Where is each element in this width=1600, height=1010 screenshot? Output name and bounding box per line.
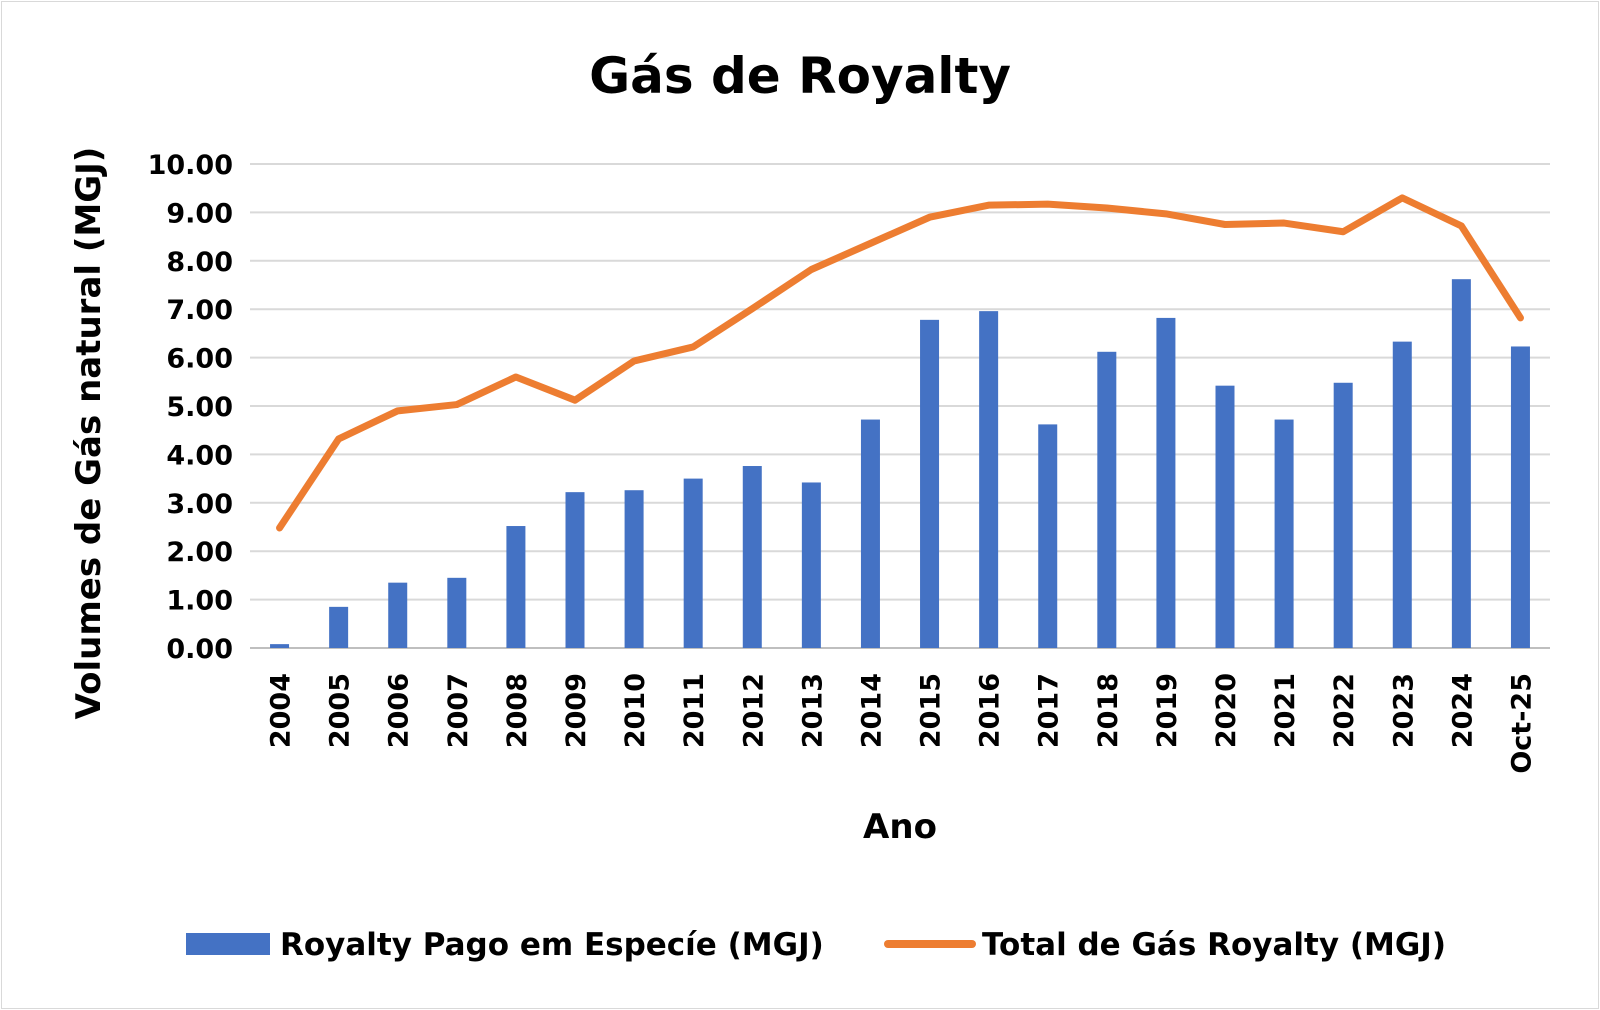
x-tick-label: 2011 (679, 673, 710, 748)
bar (801, 482, 821, 648)
x-tick-label: 2008 (502, 673, 533, 748)
gridlines (250, 163, 1550, 649)
x-tick-label: 2017 (1034, 673, 1065, 748)
y-tick-label: 7.00 (166, 295, 233, 326)
x-tick-label: 2021 (1270, 673, 1301, 748)
x-tick-label: 2016 (975, 673, 1006, 748)
x-tick-label: 2005 (325, 673, 356, 748)
line-point (986, 203, 991, 208)
legend: Royalty Pago em Especíe (MGJ) Total de G… (186, 927, 1446, 963)
line-point (1045, 202, 1050, 207)
x-tick-label: 2013 (797, 673, 828, 748)
line-point (691, 344, 696, 349)
line-point (1400, 195, 1405, 200)
x-tick-label: 2007 (443, 673, 474, 748)
line-point (454, 402, 459, 407)
y-tick-label: 5.00 (166, 392, 233, 423)
x-tick-label: 2024 (1447, 673, 1478, 748)
bar (388, 582, 408, 648)
x-tick-label: 2018 (1093, 673, 1124, 748)
legend-label-bar: Royalty Pago em Especíe (MGJ) (280, 927, 824, 963)
bar (1333, 382, 1353, 648)
bar (624, 490, 644, 648)
x-tick-label: 2019 (1152, 673, 1183, 748)
bar (860, 419, 880, 648)
y-tick-label: 1.00 (166, 586, 233, 617)
legend-label-line: Total de Gás Royalty (MGJ) (982, 927, 1446, 963)
y-tick-label: 8.00 (166, 247, 233, 278)
legend-swatch-bar (186, 933, 270, 955)
bar (1215, 385, 1235, 648)
x-tick-label: Oct-25 (1506, 673, 1537, 774)
bar (979, 311, 999, 648)
bar (1510, 346, 1530, 648)
y-tick-label: 0.00 (166, 634, 233, 665)
bar-series (270, 279, 1530, 648)
line-point (1341, 229, 1346, 234)
line-point (809, 267, 814, 272)
line-path (276, 194, 1524, 532)
x-tick-label: 2012 (738, 673, 769, 748)
x-tick-label: 2020 (1211, 673, 1242, 748)
y-axis-ticks: 0.00 1.00 2.00 3.00 4.00 5.00 6.00 7.00 8.00 9.00… (148, 150, 233, 665)
bar (565, 492, 585, 648)
bar (742, 466, 762, 648)
line-point (395, 408, 400, 413)
line-point (1459, 223, 1464, 228)
y-tick-label: 9.00 (166, 198, 233, 229)
bar (920, 319, 940, 648)
y-tick-label: 10.00 (148, 150, 233, 181)
chart-title: Gás de Royalty (589, 47, 1011, 105)
line-point (868, 241, 873, 246)
x-tick-label: 2014 (856, 673, 887, 748)
x-tick-label: 2009 (561, 673, 592, 748)
bar (329, 606, 349, 648)
line-series (276, 194, 1524, 532)
line-point (513, 374, 518, 379)
line-point (750, 306, 755, 311)
bar (270, 644, 290, 648)
line-point (336, 436, 341, 441)
y-tick-label: 3.00 (166, 489, 233, 520)
x-tick-label: 2022 (1329, 673, 1360, 748)
y-axis-title: Volumes de Gás natural (MGJ) (69, 147, 109, 720)
x-tick-label: 2015 (916, 673, 947, 748)
bar (447, 577, 467, 648)
line-point (1518, 315, 1523, 320)
y-tick-label: 4.00 (166, 440, 233, 471)
line-point (1223, 222, 1227, 227)
bar (1156, 317, 1176, 648)
bar (1097, 351, 1117, 648)
bar (506, 526, 526, 648)
bar (1451, 279, 1471, 648)
line-point (1282, 221, 1287, 226)
line-point (277, 525, 282, 530)
y-tick-label: 6.00 (166, 344, 233, 375)
x-tick-label: 2010 (620, 673, 651, 748)
line-point (632, 358, 637, 363)
bar (1392, 341, 1412, 648)
x-tick-label: 2004 (266, 673, 297, 748)
bar (1274, 419, 1294, 648)
line-point (1104, 206, 1109, 211)
x-axis-title: Ano (863, 807, 937, 847)
line-point (573, 398, 577, 403)
line-point (927, 215, 932, 220)
y-tick-label: 2.00 (166, 537, 233, 568)
x-tick-label: 2023 (1388, 673, 1419, 748)
bar (1038, 424, 1058, 648)
x-tick-label: 2006 (384, 673, 415, 748)
bar (683, 478, 703, 648)
x-axis-ticks: 2004 2005 2006 2007 2008 2009 2010 2011 2012 2013… (266, 673, 1538, 774)
line-point (1163, 211, 1168, 216)
